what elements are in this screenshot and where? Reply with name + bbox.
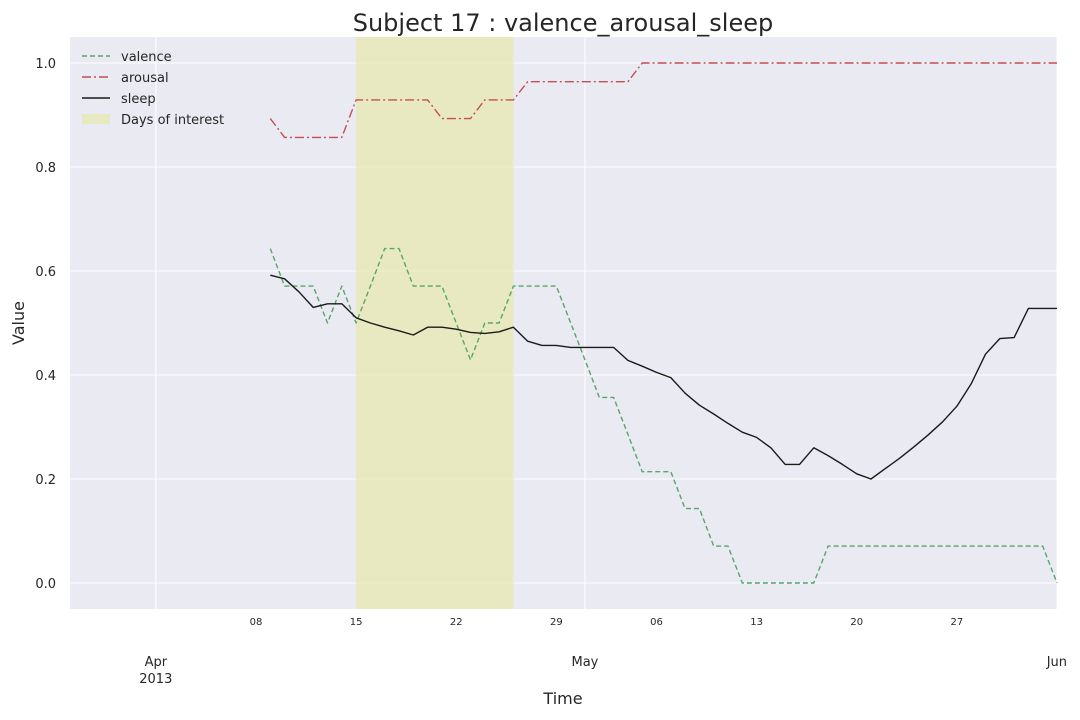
y-tick-labels: 0.0 0.2 0.4 0.6 0.8 1.0: [35, 57, 56, 592]
highlight-layer: [356, 37, 514, 609]
y-tick-label: 0.6: [35, 265, 56, 280]
x-tick-labels: Apr 2013 May Jun 08 15 22 29 06 13 20 27: [139, 617, 1067, 687]
chart-title: Subject 17 : valence_arousal_sleep: [353, 9, 774, 37]
legend-swatch-days-of-interest: [82, 114, 110, 124]
x-major-tick-label: Apr: [145, 655, 168, 670]
series-line-sleep: [270, 274, 1057, 480]
x-minor-tick-label: 29: [550, 617, 563, 628]
y-axis-label: Value: [9, 301, 28, 345]
x-minor-tick-label: 22: [450, 617, 463, 628]
legend: valence arousal sleep Days of interest: [82, 50, 224, 128]
x-minor-tick-label: 08: [250, 617, 263, 628]
x-minor-tick-label: 06: [650, 617, 663, 628]
legend-label-valence: valence: [121, 50, 172, 65]
x-axis-label: Time: [542, 689, 582, 708]
y-tick-label: 0.8: [35, 161, 56, 176]
series-line-valence: [269, 247, 1058, 584]
legend-label-arousal: arousal: [121, 71, 169, 86]
x-minor-tick-label: 15: [350, 617, 363, 628]
series-line-arousal: [269, 62, 1057, 139]
y-tick-label: 0.0: [35, 577, 56, 592]
days-of-interest-band: [356, 37, 514, 609]
x-major-tick-label: May: [572, 655, 599, 670]
y-tick-label: 0.4: [35, 369, 56, 384]
y-tick-label: 1.0: [35, 57, 56, 72]
x-minor-tick-label: 20: [850, 617, 863, 628]
y-tick-label: 0.2: [35, 473, 56, 488]
x-minor-tick-label: 13: [750, 617, 763, 628]
plot-area: [70, 37, 1057, 609]
x-minor-tick-label: 27: [951, 617, 964, 628]
x-major-tick-sublabel: 2013: [139, 672, 172, 687]
x-major-tick-label: Jun: [1046, 655, 1067, 670]
legend-label-days-of-interest: Days of interest: [121, 113, 224, 128]
legend-label-sleep: sleep: [121, 92, 156, 107]
grid-lines: [70, 37, 1058, 609]
series-layer: [269, 62, 1058, 584]
